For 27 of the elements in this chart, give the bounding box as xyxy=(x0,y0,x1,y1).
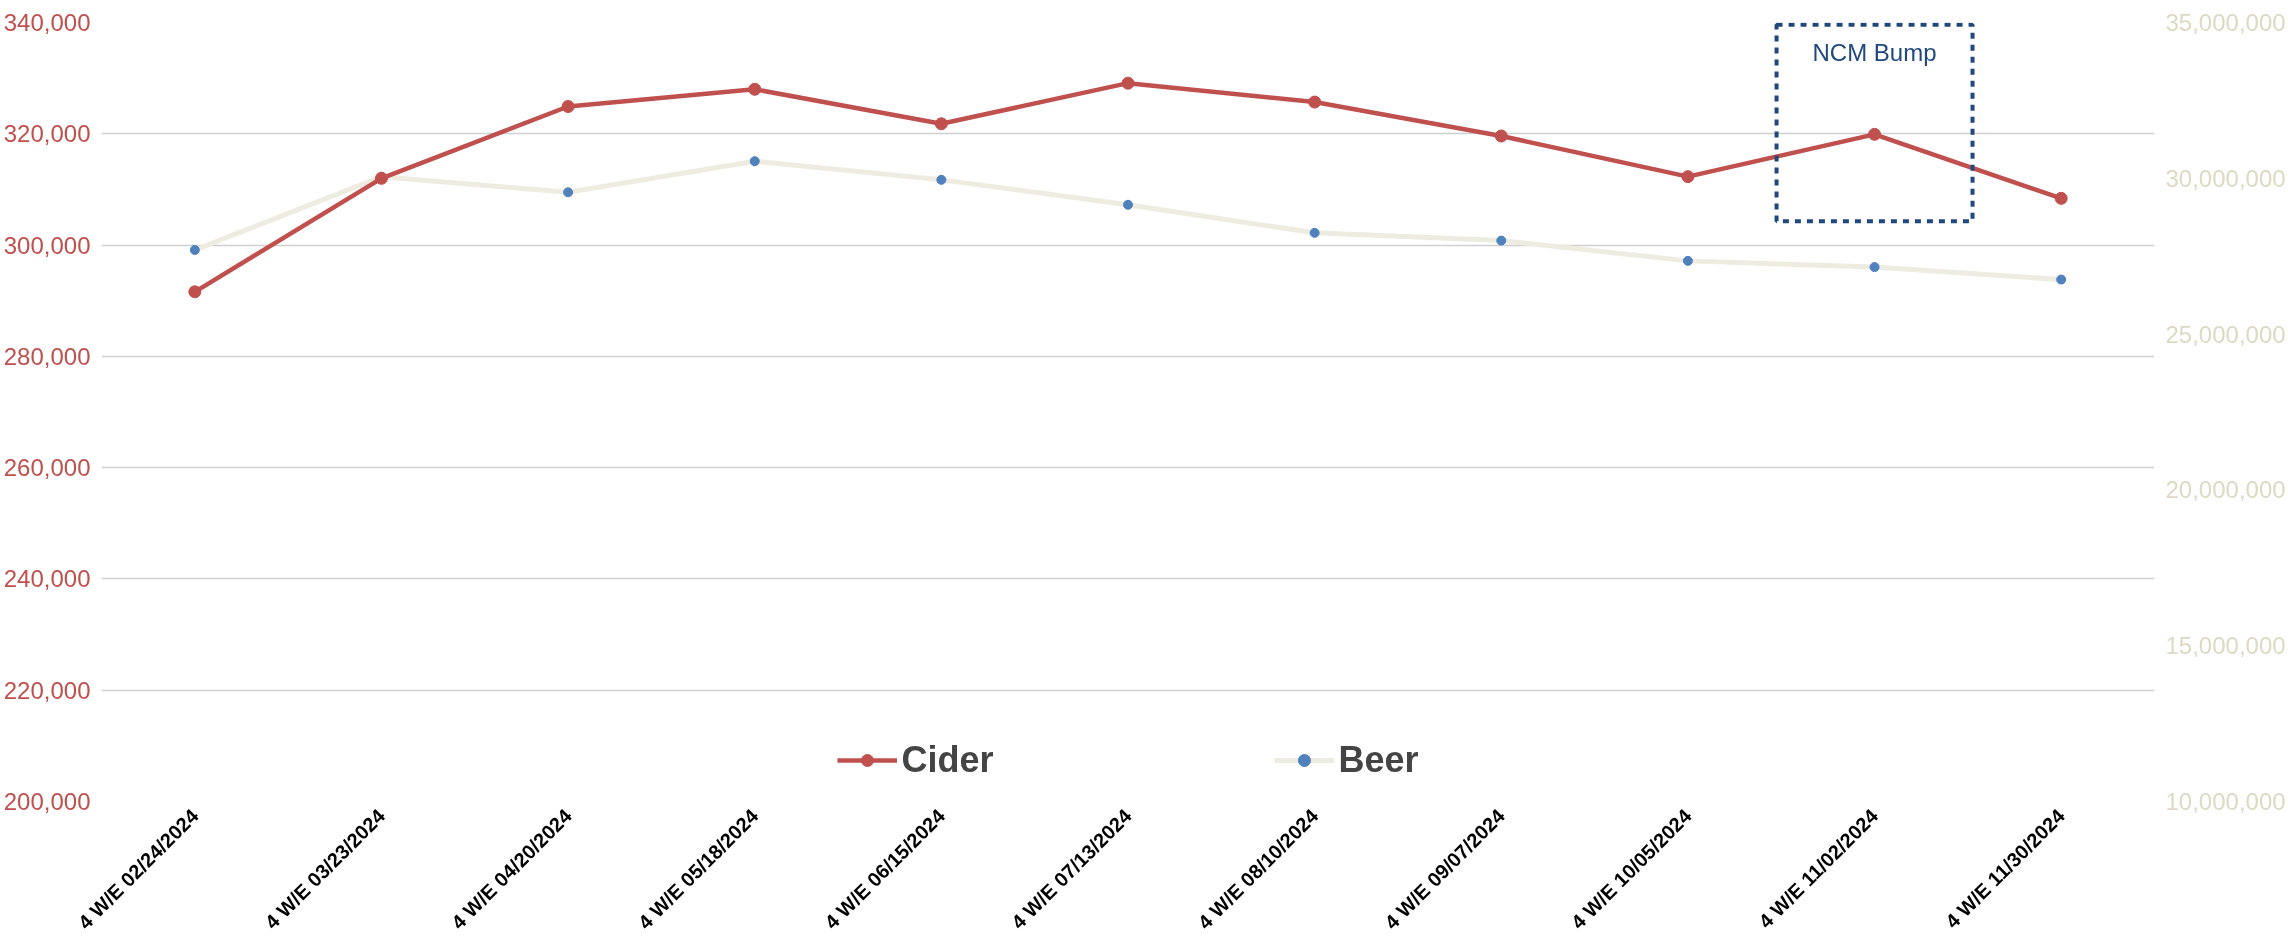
legend-label: Beer xyxy=(1338,739,1419,781)
y-tick-label: 320,000 xyxy=(3,120,91,148)
point xyxy=(1681,170,1695,184)
point xyxy=(934,117,948,131)
point xyxy=(561,100,575,114)
point xyxy=(748,82,762,96)
y-tick-label: 280,000 xyxy=(3,342,91,370)
y-tick-label: 300,000 xyxy=(3,231,91,259)
y-tick-label: 260,000 xyxy=(3,454,91,482)
legend-label: Cider xyxy=(901,739,994,781)
y2-tick-label: 10,000,000 xyxy=(2165,788,2286,815)
point xyxy=(1868,127,1882,141)
y-tick-label: 200,000 xyxy=(3,788,91,815)
point xyxy=(1494,129,1508,143)
y-tick-label: 240,000 xyxy=(3,565,91,593)
y2-tick-label: 30,000,000 xyxy=(2165,164,2286,192)
annotation: NCM Bump xyxy=(1812,38,1937,66)
y2-tick-label: 20,000,000 xyxy=(2165,476,2286,504)
point xyxy=(188,285,202,299)
y-tick-label: 220,000 xyxy=(3,676,91,704)
y2-tick-label: 25,000,000 xyxy=(2165,320,2286,348)
y-tick-label: 340,000 xyxy=(3,9,91,36)
y2-tick-label: 35,000,000 xyxy=(2165,9,2286,36)
point xyxy=(1121,76,1135,90)
point xyxy=(1308,95,1322,109)
y2-tick-label: 15,000,000 xyxy=(2165,632,2286,660)
point xyxy=(2054,191,2068,205)
